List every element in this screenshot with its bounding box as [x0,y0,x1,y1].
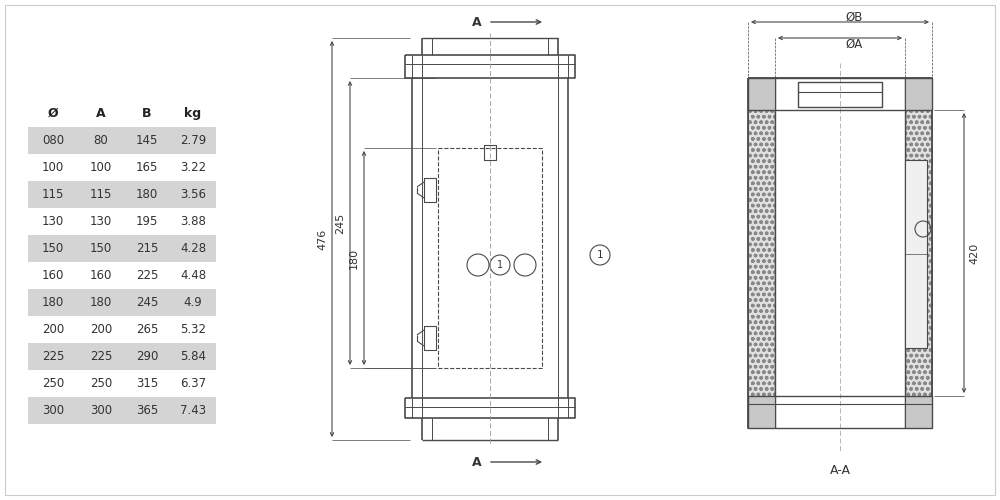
Text: 225: 225 [90,350,112,363]
Text: 1: 1 [597,250,603,260]
Text: 115: 115 [90,188,112,201]
Text: 130: 130 [42,215,64,228]
Bar [28,181,216,208]
Bar [748,78,775,110]
Text: 80: 80 [94,134,108,147]
Text: 250: 250 [42,377,64,390]
Text: 100: 100 [90,161,112,174]
Text: 5.84: 5.84 [180,350,206,363]
Text: 365: 365 [136,404,158,417]
Text: 245: 245 [335,212,345,234]
Text: 300: 300 [42,404,64,417]
Text: 130: 130 [90,215,112,228]
Bar [905,396,932,428]
Text: B: B [142,107,152,120]
Text: 265: 265 [136,323,158,336]
Text: 1: 1 [497,260,503,270]
Text: 5.32: 5.32 [180,323,206,336]
Text: 165: 165 [136,161,158,174]
Text: 225: 225 [136,269,158,282]
Text: 195: 195 [136,215,158,228]
Bar [775,78,905,428]
Text: 290: 290 [136,350,158,363]
Bar [748,78,775,428]
Text: 6.37: 6.37 [180,377,206,390]
Text: A: A [472,456,482,468]
Text: 180: 180 [136,188,158,201]
Text: 3.88: 3.88 [180,215,206,228]
Text: 4.48: 4.48 [180,269,206,282]
Text: 7.43: 7.43 [180,404,206,417]
Bar [28,127,216,154]
Text: 160: 160 [42,269,64,282]
Text: 300: 300 [90,404,112,417]
Bar [905,160,927,348]
Text: 215: 215 [136,242,158,255]
Text: 420: 420 [969,242,979,264]
Text: ØB: ØB [845,10,862,24]
Text: 476: 476 [317,228,327,250]
Text: 100: 100 [42,161,64,174]
Text: 225: 225 [42,350,64,363]
Bar [28,397,216,424]
Bar [28,343,216,370]
Text: 2.79: 2.79 [180,134,206,147]
Text: 080: 080 [42,134,64,147]
Text: A: A [96,107,106,120]
Text: 160: 160 [90,269,112,282]
Bar [28,208,216,235]
Bar [28,154,216,181]
Bar [28,235,216,262]
Text: 315: 315 [136,377,158,390]
Text: 180: 180 [42,296,64,309]
Text: 200: 200 [90,323,112,336]
Text: 180: 180 [90,296,112,309]
Text: A-A: A-A [830,464,850,476]
Text: 245: 245 [136,296,158,309]
Text: 150: 150 [42,242,64,255]
Text: 180: 180 [349,248,359,268]
Bar [28,370,216,397]
Bar [28,262,216,289]
Text: Ø: Ø [48,107,58,120]
Bar [28,289,216,316]
Text: ØA: ØA [845,38,862,51]
Bar [905,78,932,428]
Text: 3.56: 3.56 [180,188,206,201]
Text: 115: 115 [42,188,64,201]
Bar [748,78,775,428]
Text: 4.28: 4.28 [180,242,206,255]
Bar [905,78,932,428]
Text: A: A [472,16,482,28]
Bar [28,316,216,343]
Text: 250: 250 [90,377,112,390]
Text: 145: 145 [136,134,158,147]
Text: 200: 200 [42,323,64,336]
Bar [905,78,932,110]
Text: 3.22: 3.22 [180,161,206,174]
Bar [748,396,775,428]
Text: 4.9: 4.9 [184,296,202,309]
Text: kg: kg [184,107,202,120]
Text: 150: 150 [90,242,112,255]
